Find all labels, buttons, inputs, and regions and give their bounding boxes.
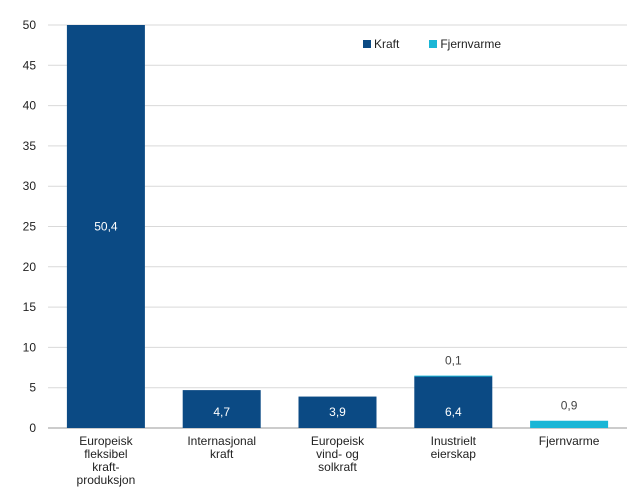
y-tick-label: 50 <box>23 18 37 32</box>
legend-label-kraft: Kraft <box>374 37 400 51</box>
y-tick-label: 20 <box>23 260 37 274</box>
y-tick-label: 10 <box>23 340 37 354</box>
y-axis: 0 5 10 15 20 25 30 35 40 45 50 <box>23 18 37 435</box>
legend-item-kraft: Kraft <box>363 37 399 51</box>
x-tick-label: Fjernvarme <box>539 434 600 448</box>
y-tick-label: 45 <box>23 58 37 72</box>
bar <box>530 420 609 428</box>
bar <box>414 376 493 428</box>
bar <box>298 396 377 428</box>
data-label: 0,9 <box>561 399 578 413</box>
data-label: 0,1 <box>445 354 462 368</box>
y-tick-label: 25 <box>23 220 37 234</box>
legend-swatch-kraft <box>363 40 371 48</box>
data-label: 50,4 <box>94 220 118 234</box>
bars: 50,4 4,7 3,9 6,4 0,1 0,9 <box>66 25 609 428</box>
legend: Kraft Fjernvarme <box>363 37 501 51</box>
x-tick-label: Europeisk fleksibel kraft-produksjon <box>77 434 136 487</box>
legend-item-fjernvarme: Fjernvarme <box>429 37 501 51</box>
data-label: 4,7 <box>213 405 230 419</box>
y-tick-label: 5 <box>29 381 36 395</box>
bar <box>414 375 493 377</box>
data-label: 6,4 <box>445 405 462 419</box>
y-tick-label: 35 <box>23 139 37 153</box>
data-label: 3,9 <box>329 405 346 419</box>
legend-label-fjernvarme: Fjernvarme <box>440 37 502 51</box>
bar <box>182 390 261 428</box>
x-tick-label: Europeisk vind- og solkraft <box>311 434 365 474</box>
y-tick-label: 0 <box>29 421 36 435</box>
bar <box>66 25 145 428</box>
x-axis: Europeisk fleksibel kraft-produksjon Intern… <box>77 434 600 487</box>
x-tick-label: Inustrielt eierskap <box>431 434 477 461</box>
y-tick-label: 30 <box>23 179 37 193</box>
x-tick-label: Internasjonal kraft <box>187 434 256 461</box>
legend-swatch-fjernvarme <box>429 40 438 48</box>
y-tick-label: 40 <box>23 99 37 113</box>
y-tick-label: 15 <box>23 300 37 314</box>
